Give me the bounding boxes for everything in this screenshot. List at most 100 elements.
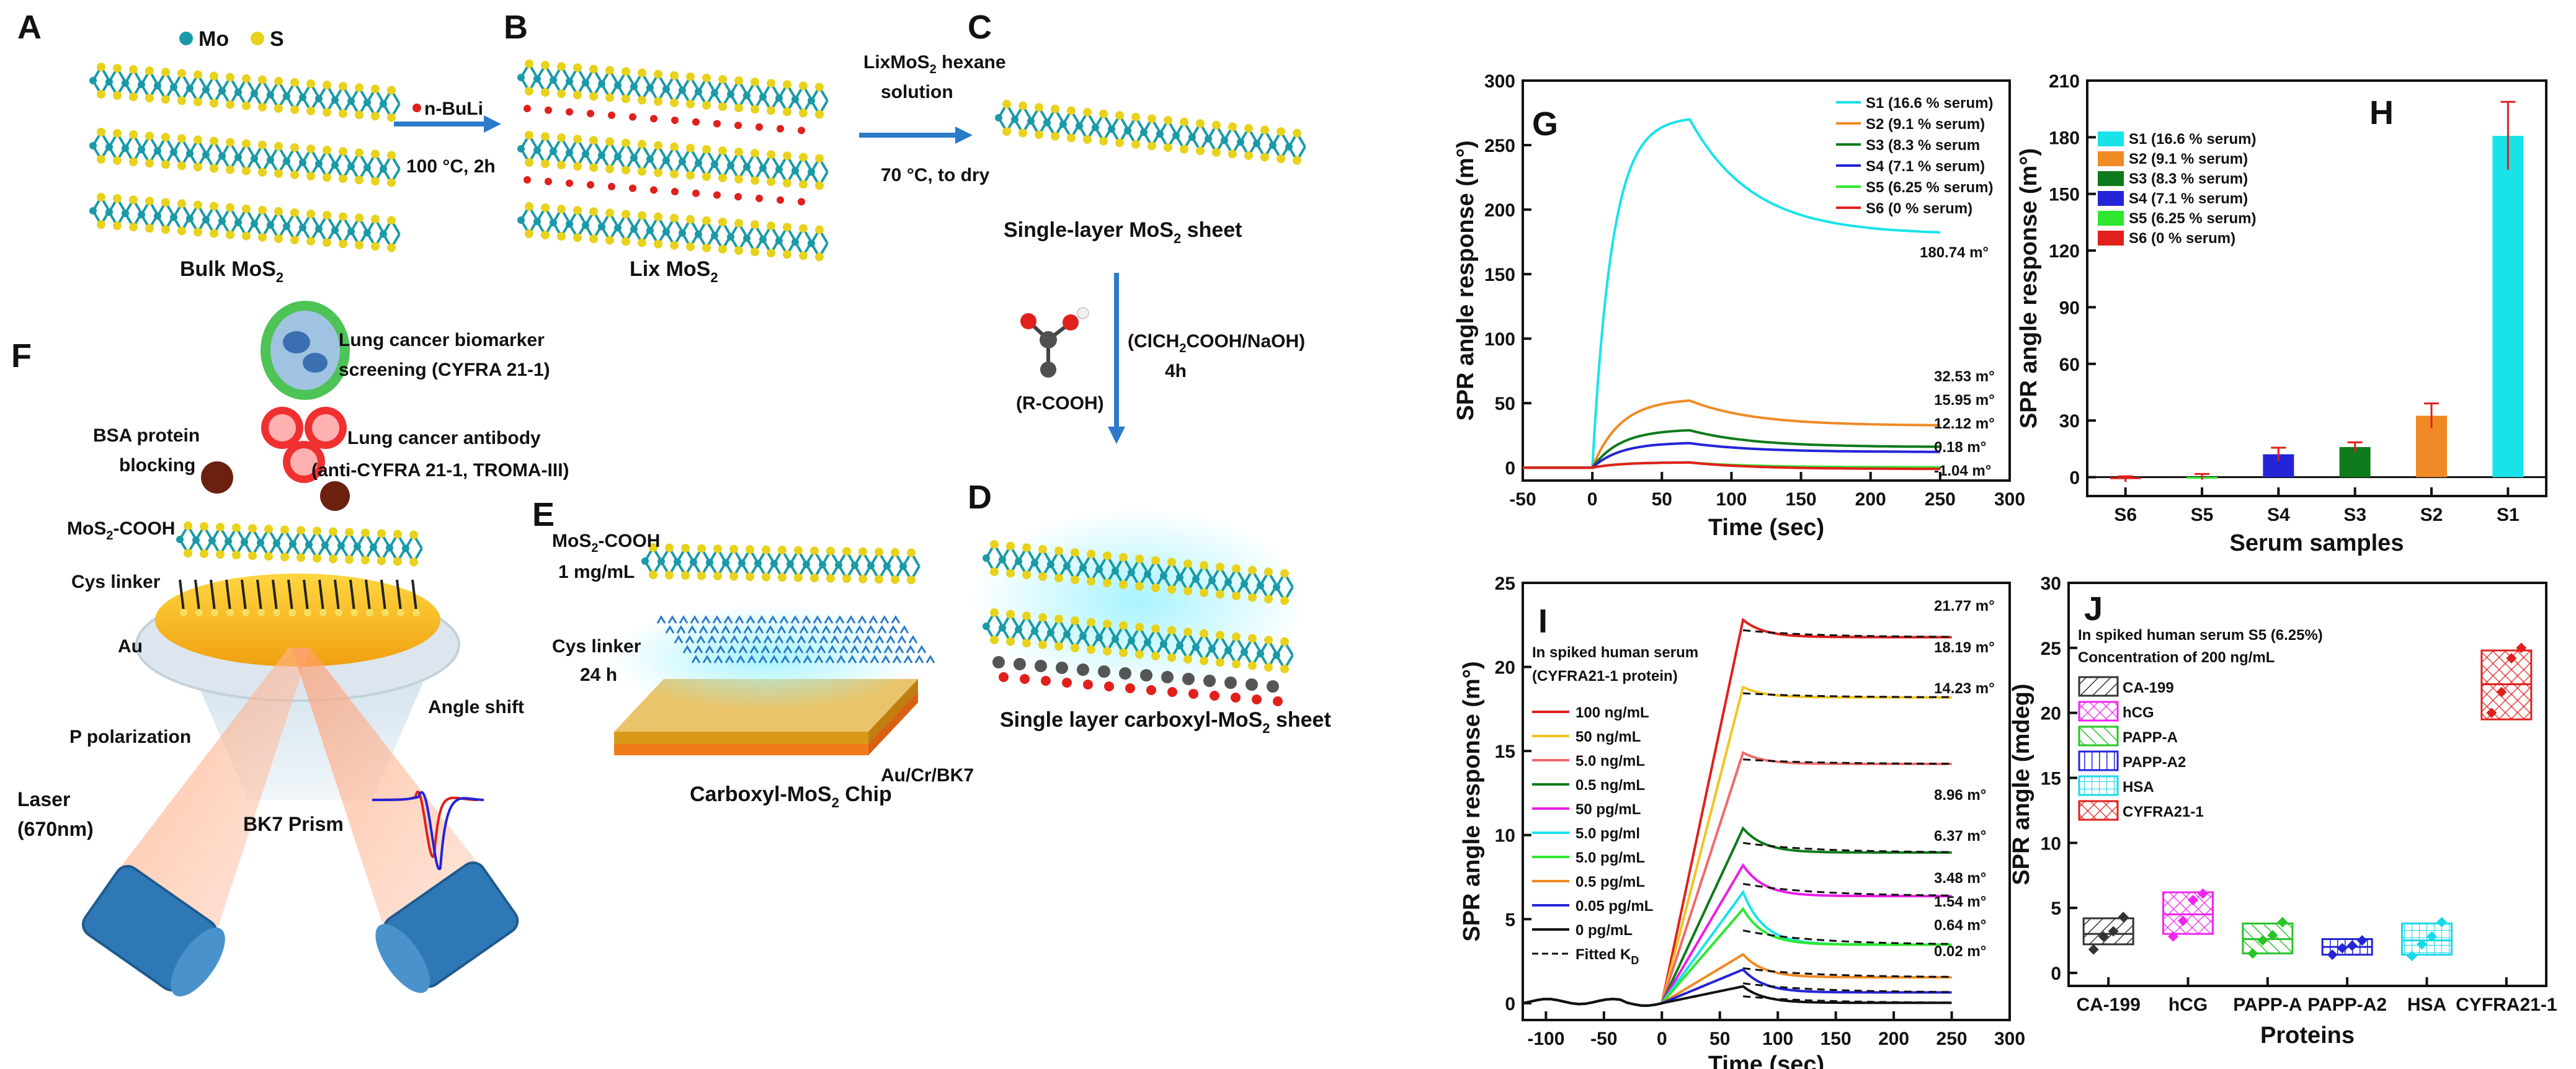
chart-h-xtick-label: S3 bbox=[2343, 505, 2366, 525]
carboxyl-sheet-label: Single layer carboxyl-MoS2 sheet bbox=[1000, 708, 1331, 736]
legend-s: S bbox=[270, 27, 284, 51]
chart-h-ytick-label: 30 bbox=[2059, 411, 2080, 432]
chart-h-legend-entry: S4 (7.1 % serum) bbox=[2129, 190, 2248, 207]
chart-h-legend-entry: S1 (16.6 % serum) bbox=[2129, 131, 2256, 148]
arrow-step2-head bbox=[955, 126, 973, 144]
rcooh-molecule-icon bbox=[1020, 307, 1089, 378]
panel-label-b: B bbox=[504, 9, 528, 46]
chart-j-xtick-label: PAPP-A bbox=[2233, 995, 2302, 1015]
chart-h: 0 30 60 90 120 150 180 210 S6 S5 S4 S3 S2 S1 Serum sam… bbox=[2016, 71, 2547, 556]
chart-j-xtick-label: HSA bbox=[2407, 995, 2446, 1015]
s-atom-icon bbox=[251, 32, 264, 45]
chart-i-legend-entry: 50 ng/mL bbox=[1575, 729, 1641, 745]
chart-i-legend-entry: 100 ng/mL bbox=[1575, 704, 1649, 721]
chart-g-series-line bbox=[1523, 441, 1940, 469]
chart-i-fit-line bbox=[1742, 982, 1952, 993]
chart-g-series-line bbox=[1523, 399, 1940, 469]
chart-h-ytick-label: 150 bbox=[2049, 185, 2080, 205]
chart-h-legend-swatch bbox=[2098, 171, 2124, 186]
chart-h-ylabel: SPR angle response (m°) bbox=[2016, 148, 2042, 428]
chart-i-legend-entry: 50 pg/mL bbox=[1575, 801, 1641, 818]
svg-text:Bulk MoS2: Bulk MoS2 bbox=[180, 257, 283, 285]
chart-j-point bbox=[2486, 707, 2497, 719]
chart-j-panel-label: J bbox=[2084, 590, 2103, 628]
chart-i-end-label: 14.23 m° bbox=[1934, 680, 1995, 697]
panel-label-d: D bbox=[968, 479, 992, 516]
chart-i-fit-line bbox=[1742, 995, 1952, 1004]
f-antibody-2: (anti-CYFRA 21-1, TROMA-III) bbox=[311, 460, 569, 481]
chart-j-ytick-label: 25 bbox=[2041, 639, 2061, 659]
chart-j-legend-swatch bbox=[2078, 676, 2119, 697]
chart-h-legend-entry: S3 (8.3 % serum) bbox=[2129, 171, 2248, 187]
chip-mos2-layer bbox=[641, 543, 920, 585]
chart-g-legend-entry: S4 (7.1 % serum) bbox=[1866, 158, 1985, 175]
chart-j-legend-entry: CYFRA21-1 bbox=[2123, 804, 2204, 820]
chart-i-note-1: In spiked human serum bbox=[1532, 644, 1698, 661]
arrow-step3-head bbox=[1108, 427, 1125, 444]
rcooh-label: (R-COOH) bbox=[1016, 393, 1104, 414]
chip-cys-linkers bbox=[656, 615, 935, 663]
e-substrate: Au/Cr/BK7 bbox=[881, 765, 974, 786]
arrow-step1-head bbox=[484, 115, 501, 133]
chart-j-point bbox=[2188, 895, 2198, 906]
chart-i-xtick-label: -50 bbox=[1590, 1029, 1617, 1049]
li-ion-icon bbox=[412, 104, 421, 112]
chart-i-legend-entry: 5.0 ng/mL bbox=[1575, 753, 1645, 770]
chart-i-legend-entry: 0.5 ng/mL bbox=[1575, 777, 1645, 794]
chart-j-legend-swatch bbox=[2078, 775, 2119, 796]
chart-g-end-label: -1.04 m° bbox=[1934, 463, 1991, 479]
f-laser-1: Laser bbox=[17, 788, 70, 810]
chart-g-ytick-label: 250 bbox=[1484, 136, 1515, 156]
chart-i-legend-entry: 0.5 pg/mL bbox=[1575, 874, 1645, 890]
chart-g-legend-entry: S2 (9.1 % serum) bbox=[1866, 116, 1985, 133]
chart-j-point bbox=[2436, 916, 2447, 928]
chart-h-bar bbox=[2339, 446, 2371, 477]
single-layer-label: Single-layer MoS2 sheet bbox=[1004, 218, 1242, 246]
chart-h-ytick-label: 120 bbox=[2049, 241, 2080, 262]
chart-i-end-label: 0.02 m° bbox=[1934, 943, 1986, 960]
chart-j-point bbox=[2277, 916, 2288, 928]
chart-i-ytick-label: 20 bbox=[1495, 658, 1515, 678]
chart-i-fit-line bbox=[1742, 882, 1952, 897]
step1-condition: 100 °C, 2h bbox=[406, 156, 496, 177]
chart-i-legend-entry: 0 pg/mL bbox=[1575, 922, 1633, 939]
carboxyl-mos2-chip bbox=[608, 605, 924, 755]
chart-i-note-2: (CYFRA21-1 protein) bbox=[1532, 668, 1678, 685]
chart-i-fit-line bbox=[1742, 967, 1952, 978]
f-laser-2: (670nm) bbox=[17, 818, 94, 840]
chart-j-ytick-label: 0 bbox=[2051, 964, 2061, 984]
chart-i-legend-entry: 5.0 pg/mL bbox=[1575, 849, 1645, 866]
chart-h-ytick-label: 210 bbox=[2049, 71, 2080, 92]
chart-g-legend-entry: S5 (6.25 % serum) bbox=[1866, 179, 1993, 196]
panel-label-c: C bbox=[968, 9, 992, 46]
chart-j-box bbox=[2401, 922, 2453, 956]
chart-i-ytick-label: 0 bbox=[1505, 994, 1515, 1014]
chart-i-fit-line bbox=[1742, 629, 1952, 638]
lix-label: Lix MoS2 bbox=[630, 257, 718, 285]
chart-j-point bbox=[2346, 940, 2358, 951]
chart-j-point bbox=[2178, 915, 2188, 926]
chart-i-xtick-label: 200 bbox=[1878, 1029, 1909, 1049]
biomarker-icon bbox=[261, 301, 350, 400]
chart-j-legend-entry: PAPP-A2 bbox=[2123, 754, 2186, 771]
single-layer-mos2 bbox=[995, 100, 1306, 165]
chart-j-frame bbox=[2067, 582, 2547, 987]
chart-i-legend-entry: 5.0 pg/ml bbox=[1575, 825, 1640, 842]
legend-mo: Mo bbox=[198, 27, 229, 51]
chart-h-ytick-label: 180 bbox=[2049, 128, 2080, 148]
chart-j-ylabel: SPR angle (mdeg) bbox=[2008, 683, 2035, 885]
f-p-polarization: P polarization bbox=[69, 727, 191, 747]
chart-j-legend-entry: HSA bbox=[2123, 779, 2154, 796]
chart-i-fit-line bbox=[1742, 929, 1952, 945]
chart-g-end-label: 12.12 m° bbox=[1934, 415, 1995, 432]
chart-g-xtick-label: 0 bbox=[1587, 489, 1598, 510]
chart-h-xtick-label: S2 bbox=[2420, 505, 2443, 525]
chart-j-ytick-label: 5 bbox=[2051, 898, 2061, 919]
e-mos2-cooh: MoS2-COOH bbox=[552, 531, 660, 555]
chart-g-end-label: 180.74 m° bbox=[1920, 244, 1989, 261]
chart-i-legend-entry: 0.05 pg/mL bbox=[1575, 898, 1653, 915]
e-chip-label: Carboxyl-MoS2 Chip bbox=[690, 783, 892, 810]
chart-j-point bbox=[2356, 935, 2368, 946]
step2-condition: 70 °C, to dry bbox=[881, 165, 990, 185]
